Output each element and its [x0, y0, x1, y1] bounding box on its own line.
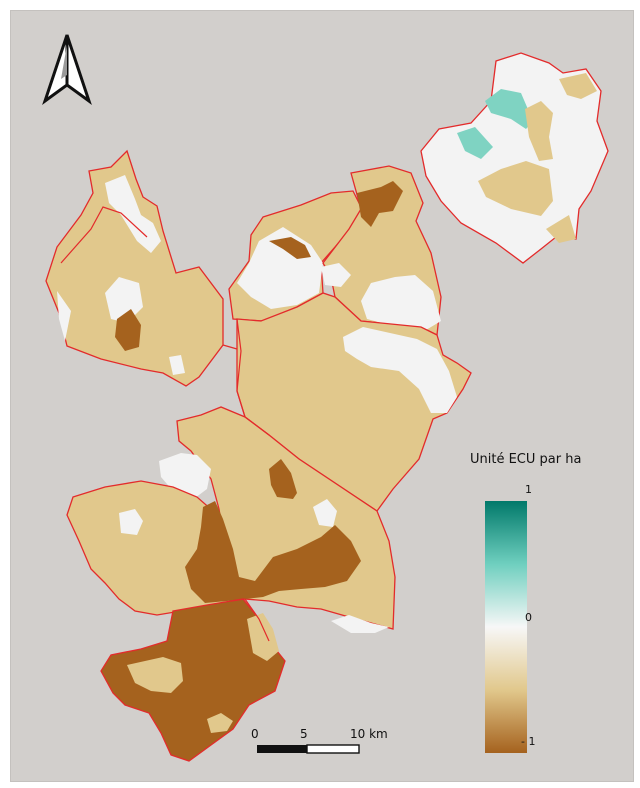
nw-territory: [45, 149, 224, 387]
legend-max-label: 1: [525, 483, 532, 496]
internal-boundary-2: [222, 344, 238, 350]
south-tan-bottom: [207, 713, 233, 733]
south-territory: [100, 598, 286, 762]
scalebar-label-5: 5: [300, 727, 308, 741]
ne-tan-top: [559, 73, 597, 99]
ne-tan-strip: [525, 101, 553, 161]
south-dark-zone: [185, 501, 361, 603]
legend-min-label: - 1: [521, 735, 536, 748]
nw-white-west: [57, 291, 71, 341]
scalebar-label-0: 0: [251, 727, 259, 741]
west-white: [119, 509, 143, 535]
ne-teal-zone-small: [457, 127, 493, 159]
north-arrow-icon: [42, 34, 92, 105]
legend-mid-label: 0: [525, 611, 532, 624]
ne-teal-zone: [485, 89, 533, 129]
north-centre-dark: [269, 237, 311, 259]
central-white: [343, 327, 457, 413]
south-tan-west: [127, 657, 183, 693]
scalebar-label-10: 10 km: [350, 727, 388, 741]
nw-white-south: [169, 355, 185, 375]
north-east-centre-dark: [357, 181, 403, 227]
south-central-dark-strip: [269, 459, 297, 499]
map-canvas: [42, 34, 609, 762]
internal-boundary-1: [236, 318, 270, 436]
nw-inner-boundary: [60, 206, 148, 264]
map-frame: [10, 10, 634, 782]
scalebar-segment-2: [306, 744, 360, 754]
scalebar-segment-1: [257, 745, 307, 753]
legend-color-ramp: [485, 501, 527, 753]
nw-white-north: [105, 175, 161, 253]
south-central-white-east: [331, 615, 389, 633]
nw-dark-zone: [115, 309, 141, 351]
north-east-centre-white-small: [321, 263, 351, 287]
south-tan-east: [247, 613, 279, 661]
legend-title: Unité ECU par ha: [470, 452, 582, 467]
south-central-white-small: [313, 499, 337, 527]
ne-tan-bottom: [546, 215, 576, 243]
scalebar: [257, 744, 360, 754]
ne-tan-zone: [478, 161, 553, 216]
nw-white-center: [105, 277, 143, 323]
north-east-centre-white: [361, 275, 441, 333]
internal-boundary-3: [230, 598, 270, 642]
